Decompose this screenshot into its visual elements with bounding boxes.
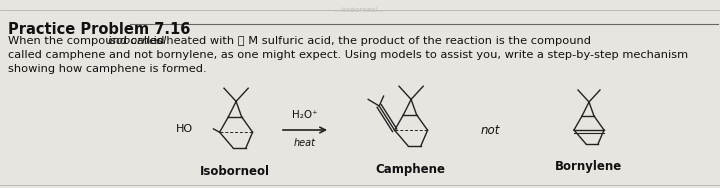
- Text: showing how camphene is formed.: showing how camphene is formed.: [8, 64, 207, 74]
- Text: ...isoborneol...: ...isoborneol...: [335, 7, 385, 13]
- Text: not: not: [480, 124, 500, 136]
- Text: HO: HO: [176, 124, 194, 134]
- Text: H₂O⁺: H₂O⁺: [292, 110, 318, 120]
- Text: heat: heat: [294, 138, 316, 148]
- Text: Isoborneol: Isoborneol: [200, 165, 270, 178]
- Text: isoborneol: isoborneol: [108, 36, 167, 46]
- Text: Bornylene: Bornylene: [554, 160, 621, 173]
- Text: Practice Problem 7.16: Practice Problem 7.16: [8, 22, 190, 37]
- Text: Camphene: Camphene: [375, 163, 445, 176]
- Text: called camphene and not bornylene, as one might expect. Using models to assist y: called camphene and not bornylene, as on…: [8, 50, 688, 60]
- Text: is heated with Ⓣ M sulfuric acid, the product of the reaction is the compound: is heated with Ⓣ M sulfuric acid, the pr…: [150, 36, 591, 46]
- Text: When the compound called: When the compound called: [8, 36, 168, 46]
